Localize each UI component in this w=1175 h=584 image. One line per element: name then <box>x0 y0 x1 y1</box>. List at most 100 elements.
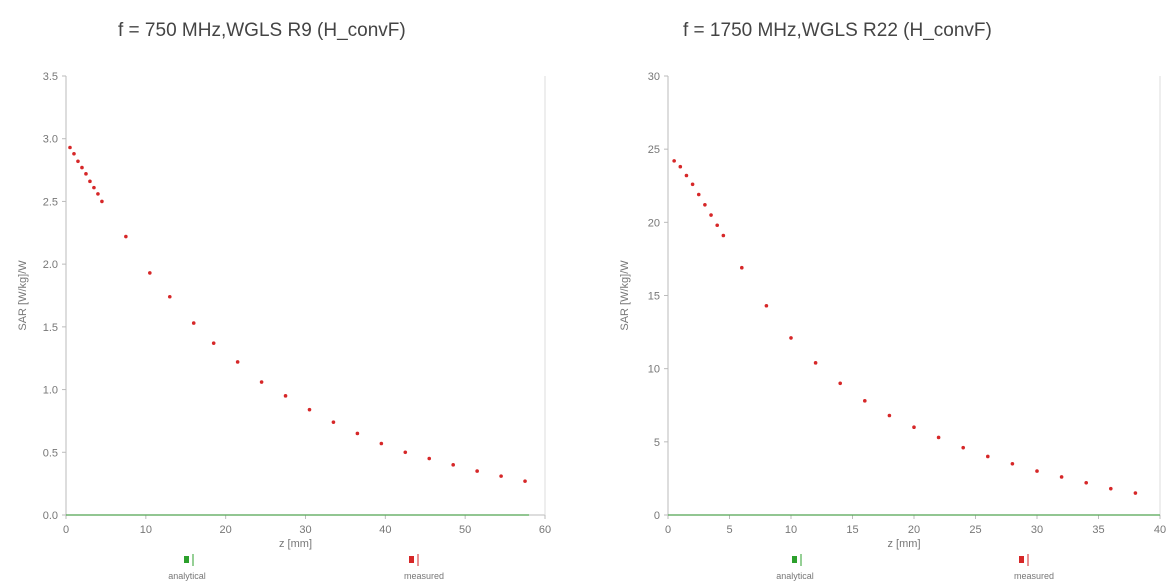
data-point-measured <box>1109 486 1113 491</box>
data-point-measured <box>1084 481 1088 485</box>
data-point-measured <box>124 234 128 239</box>
chart-svg: 0 5 10 15 20 25 30 0 5 10 15 20 25 30 35 40 z [mm] SAR [W… <box>619 71 1166 581</box>
data-point-measured <box>379 441 384 446</box>
data-point-measured <box>721 233 726 238</box>
data-point-measured <box>283 394 288 398</box>
legend-swatch <box>409 556 414 563</box>
x-tick-label: 50 <box>459 524 471 536</box>
y-tick-label: 2.5 <box>43 196 58 208</box>
data-point-measured <box>68 145 72 150</box>
data-point-measured <box>764 303 769 308</box>
data-point-measured <box>355 431 360 436</box>
y-tick-label: 3.5 <box>43 71 58 83</box>
data-point-measured <box>76 159 80 164</box>
x-tick-label: 0 <box>63 524 69 536</box>
data-point-measured <box>715 223 719 228</box>
data-point-measured <box>1133 491 1138 495</box>
data-point-measured <box>863 399 867 403</box>
data-point-measured <box>80 165 84 170</box>
y-tick-label: 25 <box>648 144 660 156</box>
y-axis-label: SAR [W/kg]/W <box>619 260 631 331</box>
x-tick-label: 40 <box>379 524 391 536</box>
data-point-measured <box>696 192 701 197</box>
data-point-measured <box>789 336 793 340</box>
data-point-measured <box>475 469 479 473</box>
data-point-measured <box>307 407 312 412</box>
data-point-measured <box>690 182 695 187</box>
legend-label: measured <box>404 571 444 581</box>
y-tick-label: 3.0 <box>43 134 58 146</box>
x-tick-label: 10 <box>140 524 152 536</box>
legend-swatch <box>792 556 797 563</box>
data-point-measured <box>961 445 965 450</box>
legend-swatch <box>184 556 189 563</box>
data-point-measured <box>912 425 916 430</box>
x-tick-label: 30 <box>299 524 311 536</box>
y-tick-label: 0.5 <box>43 447 58 459</box>
data-point-measured <box>703 202 707 207</box>
data-point-measured <box>191 321 196 325</box>
data-point-measured <box>88 179 92 184</box>
chart-panel-right: f = 1750 MHz,WGLS R22 (H_convF) 0 5 10 15 20… <box>588 0 1175 584</box>
y-tick-label: 5 <box>654 437 660 449</box>
data-point-measured <box>838 381 842 386</box>
data-point-measured <box>235 360 240 364</box>
data-point-measured <box>887 413 892 418</box>
data-point-measured <box>523 479 527 483</box>
x-tick-label: 30 <box>1031 524 1043 536</box>
data-point-measured <box>709 213 713 217</box>
y-tick-label: 20 <box>648 217 660 229</box>
x-axis-label: z [mm] <box>888 538 921 550</box>
data-point-measured <box>403 450 408 455</box>
data-point-measured <box>148 271 152 275</box>
x-tick-label: 20 <box>220 524 232 536</box>
data-point-measured <box>451 463 455 467</box>
data-point-measured <box>92 185 96 190</box>
data-point-measured <box>678 164 683 169</box>
y-tick-label: 30 <box>648 71 660 83</box>
x-tick-label: 0 <box>665 524 671 536</box>
x-tick-label: 60 <box>539 524 551 536</box>
x-tick-label: 20 <box>908 524 920 536</box>
data-point-measured <box>84 172 88 176</box>
data-point-measured <box>672 159 676 163</box>
chart-title: f = 750 MHz,WGLS R9 (H_convF) <box>118 20 406 41</box>
y-tick-label: 0.0 <box>43 510 58 522</box>
x-tick-label: 10 <box>785 524 797 536</box>
chart-title: f = 1750 MHz,WGLS R22 (H_convF) <box>683 20 992 41</box>
legend-label: measured <box>1014 571 1054 581</box>
data-point-measured <box>100 199 104 204</box>
data-point-measured <box>96 192 100 196</box>
data-point-measured <box>427 456 432 461</box>
chart-svg: 0.0 0.5 1.0 1.5 2.0 2.5 3.0 3.5 0 10 20 30 40 50 60 z [… <box>17 71 551 581</box>
data-point-measured <box>259 380 264 384</box>
data-point-measured <box>331 420 336 424</box>
y-axis-label: SAR [W/kg]/W <box>17 260 29 331</box>
y-tick-label: 1.5 <box>43 322 58 334</box>
y-tick-label: 10 <box>648 364 660 376</box>
data-point-measured <box>211 341 216 345</box>
data-point-measured <box>986 454 990 459</box>
y-tick-label: 15 <box>648 291 660 303</box>
data-point-measured <box>684 173 689 178</box>
x-tick-label: 35 <box>1092 524 1104 536</box>
data-point-measured <box>499 474 503 478</box>
data-point-measured <box>740 265 744 270</box>
x-tick-label: 40 <box>1154 524 1166 536</box>
data-point-measured <box>167 294 172 299</box>
legend-label: analytical <box>168 571 206 581</box>
data-point-measured <box>1010 461 1015 466</box>
x-tick-label: 5 <box>726 524 732 536</box>
chart-panel-left: f = 750 MHz,WGLS R9 (H_convF) 0.0 0.5 1.0 1… <box>17 20 551 581</box>
y-tick-label: 0 <box>654 510 660 522</box>
y-tick-label: 2.0 <box>43 259 58 271</box>
data-point-measured <box>1059 475 1064 479</box>
data-point-measured <box>1035 469 1039 473</box>
x-tick-label: 15 <box>846 524 858 536</box>
data-point-measured <box>72 151 76 156</box>
x-tick-label: 25 <box>969 524 981 536</box>
legend-swatch <box>1019 556 1024 563</box>
data-point-measured <box>813 361 818 365</box>
x-axis-label: z [mm] <box>279 538 312 550</box>
y-tick-label: 1.0 <box>43 385 58 397</box>
